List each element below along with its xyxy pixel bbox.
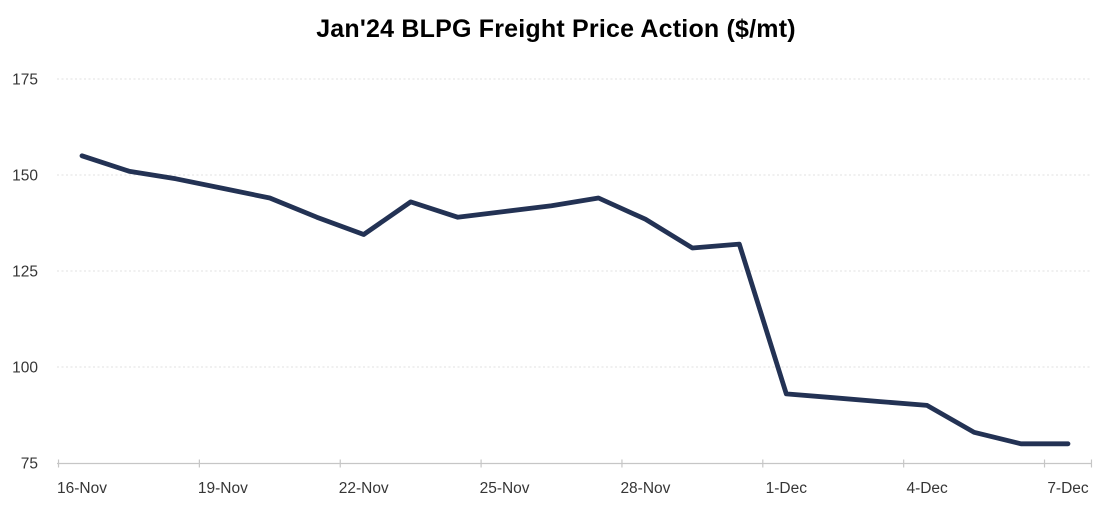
x-axis-tick-label: 22-Nov — [339, 480, 389, 497]
x-axis-tick-label: 28-Nov — [620, 480, 670, 497]
x-axis-tick-label: 25-Nov — [480, 480, 530, 497]
x-axis-tick-label: 19-Nov — [198, 480, 248, 497]
y-axis-tick-label: 75 — [21, 456, 38, 473]
price-line — [79, 153, 1071, 447]
x-axis-tick-label: 1-Dec — [766, 480, 808, 497]
chart-title: Jan'24 BLPG Freight Price Action ($/mt) — [316, 15, 796, 43]
y-axis-tick-label: 175 — [12, 72, 38, 89]
y-axis-tick-label: 100 — [12, 360, 38, 377]
y-axis-tick-label: 150 — [12, 168, 38, 185]
x-axis-tick-label: 16-Nov — [57, 480, 107, 497]
y-axis-tick-label: 125 — [12, 264, 38, 281]
x-axis-tick-label: 7-Dec — [1047, 480, 1089, 497]
x-axis-tick-label: 4-Dec — [906, 480, 948, 497]
